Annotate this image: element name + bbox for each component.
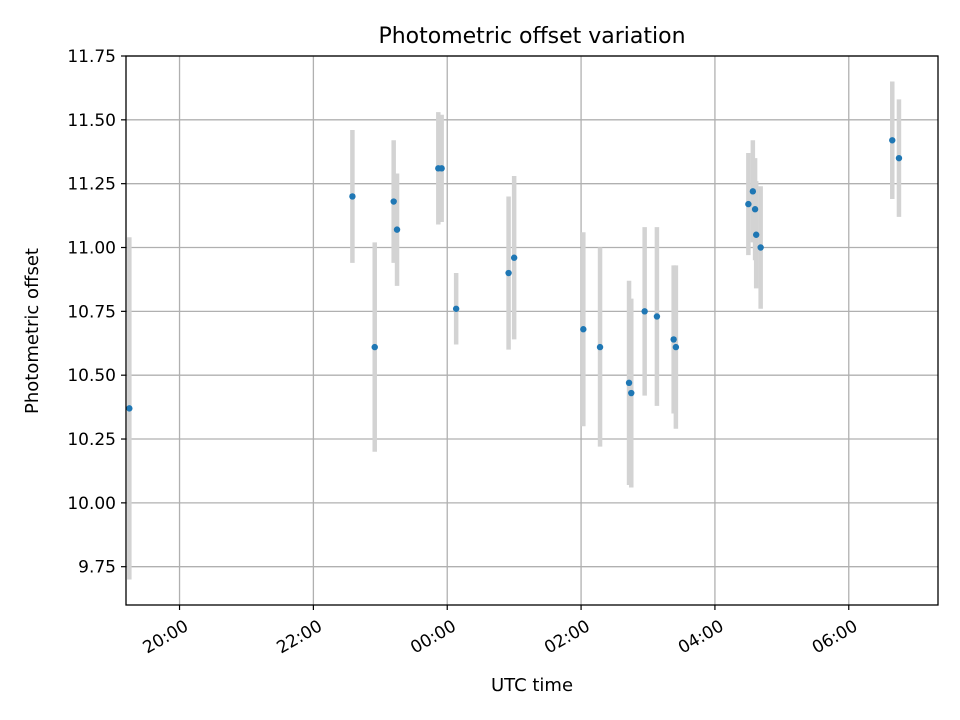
x-tick-label: 04:00 [675,616,727,658]
data-point [641,308,648,315]
x-tick-label: 22:00 [273,616,325,658]
y-tick-label: 11.25 [67,175,116,195]
data-point [628,389,635,397]
data-point [393,226,401,233]
plot-frame [125,55,939,606]
data-point [752,231,760,238]
data-point [670,336,677,343]
errorbars [127,81,902,580]
x-axis: 20:00 22:00 00:00 02:00 04:00 06:00 [140,605,861,658]
data-point [390,198,397,205]
x-tick-label: 06:00 [809,616,861,658]
data-points [126,137,903,412]
y-tick-label: 11.00 [67,239,116,259]
data-point [438,165,445,172]
y-axis: 9.75 10.00 10.25 10.50 10.75 11.00 11.25 11.50 1… [67,47,126,578]
data-point [505,269,512,277]
y-tick-label: 11.75 [67,47,116,67]
data-point [510,254,518,261]
data-point [895,154,903,162]
data-point [371,343,378,351]
data-point [653,313,661,320]
data-point [349,193,356,200]
data-point [757,244,764,251]
data-point [889,137,896,144]
y-tick-label: 10.75 [67,302,116,322]
y-tick-label: 10.50 [67,366,116,386]
x-tick-label: 02:00 [541,616,593,658]
y-tick-label: 9.75 [78,558,116,578]
data-point [745,200,752,208]
y-tick-label: 10.25 [67,430,116,450]
x-tick-label: 20:00 [140,616,192,658]
x-axis-label: UTC time [491,675,573,696]
data-point [749,188,757,195]
chart-title: Photometric offset variation [378,24,685,49]
data-point [672,343,680,351]
data-point [452,305,460,312]
data-point [126,405,133,412]
grid [126,55,938,605]
y-tick-label: 11.50 [67,111,116,131]
x-tick-label: 00:00 [407,616,459,658]
data-point [625,379,633,387]
data-point [751,206,759,213]
data-point [596,343,604,351]
data-point [580,326,587,333]
y-tick-label: 10.00 [67,494,116,514]
y-axis-label: Photometric offset [22,248,43,414]
